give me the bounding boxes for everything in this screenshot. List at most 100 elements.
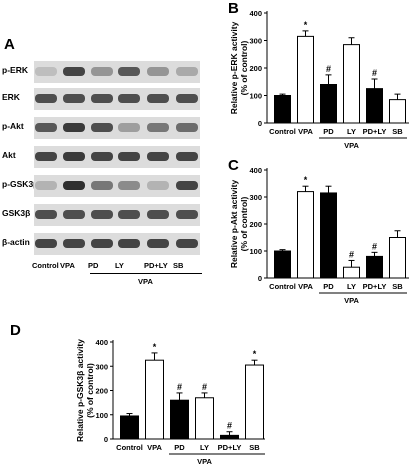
blot-band (176, 67, 198, 76)
blot-band (91, 181, 113, 190)
significance-marker: * (253, 349, 257, 359)
blot-band (91, 94, 113, 103)
category-label: VPA (147, 443, 162, 452)
category-label: Control (269, 127, 296, 136)
blot-band (147, 94, 169, 103)
category-label: VPA (298, 127, 313, 136)
y-axis-label-line: Relative p-GSK3β activity (75, 339, 85, 442)
y-tick-label: 300 (249, 193, 262, 202)
category-label: Control (269, 282, 296, 291)
blot-band (176, 210, 198, 219)
y-tick-label: 0 (258, 119, 262, 128)
blot-band (63, 181, 85, 190)
bar (297, 191, 314, 279)
blot-group-label: VPA (138, 277, 153, 286)
y-tick-label: 300 (249, 37, 262, 46)
y-axis-label: Relative p-ERK activity(% of control) (229, 21, 249, 114)
blot-lane-label: LY (115, 261, 124, 270)
bar (274, 250, 291, 279)
significance-marker: * (304, 175, 308, 185)
blot-band (118, 67, 140, 76)
blot-band (176, 181, 198, 190)
category-label: PD (174, 443, 185, 452)
bar (274, 95, 291, 124)
panel-label-d: D (10, 322, 21, 339)
y-tick-label: 200 (249, 64, 262, 73)
significance-marker: # (372, 68, 377, 78)
y-tick-label: 200 (249, 220, 262, 229)
bar (389, 237, 406, 279)
bar (366, 88, 383, 124)
blot-band (35, 181, 57, 190)
group-label: VPA (197, 457, 212, 466)
bar (343, 44, 360, 124)
blot-strip (34, 61, 200, 83)
significance-marker: # (326, 64, 331, 74)
y-axis-label-line: (% of control) (239, 40, 249, 95)
blot-band (147, 181, 169, 190)
category-label: SB (249, 443, 260, 452)
blot-band (176, 152, 198, 161)
blot-band (176, 123, 198, 132)
blot-band (91, 210, 113, 219)
category-label: PD+LY (363, 127, 387, 136)
panel-label-b: B (228, 0, 239, 17)
bar (320, 84, 337, 124)
blot-band (63, 67, 85, 76)
blot-band (63, 94, 85, 103)
blot-band (147, 67, 169, 76)
blot-strip (34, 88, 200, 110)
blot-band (147, 239, 169, 248)
blot-band (118, 181, 140, 190)
blot-band (35, 210, 57, 219)
blot-row: p-GSK3β (0, 175, 205, 197)
blot-band (63, 239, 85, 248)
blot-band (91, 239, 113, 248)
y-tick-label: 300 (95, 362, 108, 371)
blot-band (118, 152, 140, 161)
significance-marker: # (372, 241, 377, 251)
category-label: SB (392, 127, 403, 136)
category-label: LY (347, 282, 356, 291)
blot-band (35, 152, 57, 161)
blot-band (63, 152, 85, 161)
blot-band (35, 94, 57, 103)
y-tick-label: 100 (249, 247, 262, 256)
bar (245, 364, 264, 440)
blot-strip (34, 146, 200, 168)
significance-marker: * (304, 20, 308, 30)
blot-band (63, 210, 85, 219)
bar (297, 35, 314, 124)
y-tick-label: 400 (249, 166, 262, 175)
blot-row: p-ERK (0, 61, 205, 83)
y-tick-label: 100 (249, 92, 262, 101)
blot-row: p-Akt (0, 117, 205, 139)
category-label: LY (200, 443, 209, 452)
bar (145, 359, 164, 440)
blot-band (63, 123, 85, 132)
blot-lane-label: Control (32, 261, 59, 270)
blot-band (176, 239, 198, 248)
blot-band (118, 239, 140, 248)
y-axis-label-line: Relative p-Akt activity (229, 180, 239, 269)
category-label: PD+LY (363, 282, 387, 291)
blot-lane-label: SB (173, 261, 184, 270)
y-axis-label: Relative p-GSK3β activity(% of control) (75, 339, 95, 442)
blot-band (118, 94, 140, 103)
western-blot: p-ERK ERK p-Akt Akt p-GSK3β GSK3β β-actin Contr… (0, 55, 205, 325)
blot-band (147, 123, 169, 132)
blot-row: ERK (0, 88, 205, 110)
blot-row-label: β-actin (2, 237, 30, 247)
group-label: VPA (344, 296, 359, 305)
y-tick-label: 200 (95, 387, 108, 396)
significance-marker: # (177, 382, 182, 392)
bar (220, 434, 239, 440)
y-tick-label: 100 (95, 411, 108, 420)
category-label: PD+LY (218, 443, 242, 452)
blot-band (35, 123, 57, 132)
category-label: VPA (298, 282, 313, 291)
y-axis-label-line: Relative p-ERK activity (229, 21, 239, 114)
bar (366, 255, 383, 279)
blot-strip (34, 233, 200, 255)
blot-row: GSK3β (0, 204, 205, 226)
